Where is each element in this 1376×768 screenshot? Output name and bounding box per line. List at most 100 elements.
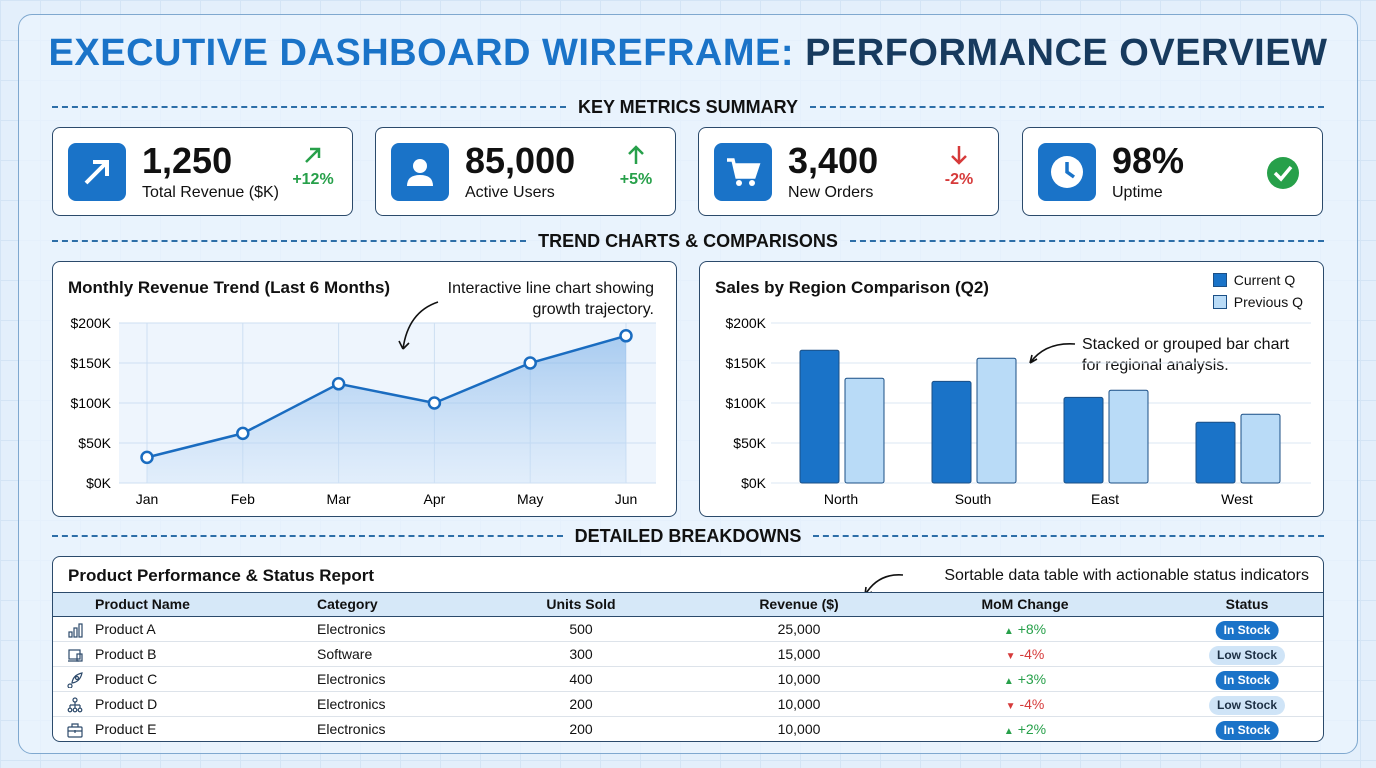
status-badge[interactable]: Low Stock bbox=[1208, 696, 1286, 715]
triangle-down-icon: ▼ bbox=[1005, 651, 1016, 662]
chart-title: Sales by Region Comparison (Q2) bbox=[715, 278, 989, 297]
units-sold: 500 bbox=[569, 621, 593, 637]
triangle-up-icon: ▲ bbox=[1003, 726, 1014, 737]
kpi-value: 85,000 bbox=[465, 140, 576, 181]
kpi-card: 1,250 Total Revenue ($K) +12% bbox=[52, 127, 353, 216]
product-name: Product C bbox=[95, 671, 158, 687]
category: Electronics bbox=[317, 671, 386, 687]
data-point bbox=[523, 356, 537, 370]
y-tick-label: $0K bbox=[86, 475, 112, 491]
kpi-label: New Orders bbox=[788, 184, 874, 201]
column-header[interactable]: Category bbox=[317, 596, 378, 612]
check-circle-icon bbox=[1258, 156, 1308, 195]
y-tick-label: $200K bbox=[71, 315, 112, 331]
data-point bbox=[140, 450, 154, 465]
units-sold: 200 bbox=[569, 721, 593, 737]
change-indicator: +5% bbox=[611, 144, 661, 189]
annotation-arrow-icon bbox=[1029, 343, 1076, 364]
bar-previous bbox=[844, 377, 885, 484]
table-row[interactable]: Product C Electronics 400 10,000 ▲ +3% I… bbox=[53, 667, 1323, 692]
mom-change: ▼ -4% bbox=[1005, 646, 1045, 662]
revenue: 10,000 bbox=[777, 671, 821, 687]
x-tick-label: Feb bbox=[231, 491, 255, 507]
clock-icon bbox=[1038, 143, 1096, 201]
kpi-value: 98% bbox=[1112, 140, 1185, 181]
bar-chart: $0K $50K $100K $150K $200K North South East West bbox=[726, 315, 1311, 507]
y-tick-label: $100K bbox=[71, 395, 112, 411]
bar-previous bbox=[976, 357, 1017, 484]
x-tick-label: Jun bbox=[615, 491, 638, 507]
mom-change: ▼ -4% bbox=[1005, 696, 1045, 712]
rocket-icon bbox=[67, 672, 83, 688]
kpi-value: 1,250 bbox=[142, 140, 233, 181]
cart-icon bbox=[714, 143, 772, 201]
bar-previous bbox=[1108, 389, 1149, 484]
product-name: Product B bbox=[95, 646, 157, 662]
series-line bbox=[146, 334, 627, 459]
kpi-card: 98% Uptime bbox=[1022, 127, 1323, 216]
status-cell: In Stock bbox=[1215, 667, 1279, 692]
status-cell: Low Stock bbox=[1208, 642, 1286, 667]
x-tick-label: West bbox=[1221, 491, 1253, 507]
revenue: 15,000 bbox=[777, 646, 821, 662]
column-header[interactable]: MoM Change bbox=[981, 596, 1069, 612]
bar-current bbox=[1195, 421, 1236, 484]
x-tick-label: May bbox=[517, 491, 543, 507]
section-header-kpi: KEY METRICS SUMMARY bbox=[52, 97, 1324, 117]
section-header-trends: TREND CHARTS & COMPARISONS bbox=[52, 231, 1325, 251]
y-tick-label: $150K bbox=[71, 355, 112, 371]
data-point bbox=[427, 396, 442, 410]
arrow-up-icon bbox=[628, 145, 644, 164]
kpi-label: Active Users bbox=[465, 184, 555, 201]
status-badge[interactable]: Low Stock bbox=[1208, 646, 1286, 665]
x-tick-label: South bbox=[955, 491, 992, 507]
table-row[interactable]: Product E Electronics 200 10,000 ▲ +2% I… bbox=[53, 717, 1323, 741]
status-badge[interactable]: In Stock bbox=[1215, 671, 1279, 690]
kpi-card: 85,000 Active Users +5% bbox=[375, 127, 676, 216]
category: Software bbox=[317, 646, 373, 662]
x-tick-label: North bbox=[824, 491, 858, 507]
product-name: Product E bbox=[95, 721, 157, 737]
column-header[interactable]: Revenue ($) bbox=[759, 596, 839, 612]
table-row[interactable]: Product B Software 300 15,000 ▼ -4% Low … bbox=[53, 642, 1323, 667]
x-tick-label: Mar bbox=[327, 491, 351, 507]
column-header[interactable]: Status bbox=[1225, 596, 1269, 612]
annotation-arrow-icon bbox=[398, 301, 439, 350]
legend-item: Current Q bbox=[1212, 272, 1303, 288]
user-icon bbox=[391, 143, 449, 201]
chart-legend: Current Q Previous Q bbox=[1212, 272, 1303, 316]
units-sold: 300 bbox=[569, 646, 593, 662]
bar-current bbox=[931, 380, 972, 484]
status-cell: In Stock bbox=[1215, 617, 1279, 642]
arrow-up-right-icon bbox=[305, 147, 321, 163]
status-badge[interactable]: In Stock bbox=[1215, 621, 1279, 640]
kpi-label: Uptime bbox=[1112, 184, 1163, 201]
column-header[interactable]: Units Sold bbox=[546, 596, 616, 612]
mom-change: ▲ +2% bbox=[1003, 721, 1047, 737]
mom-change: ▲ +3% bbox=[1003, 671, 1047, 687]
x-tick-label: Jan bbox=[136, 491, 159, 507]
change-indicator: +12% bbox=[288, 144, 338, 189]
column-header[interactable]: Product Name bbox=[95, 596, 190, 612]
area-fill bbox=[147, 335, 626, 483]
arrow-down-icon bbox=[951, 146, 967, 165]
trend-arrow-icon bbox=[68, 143, 126, 201]
data-point bbox=[236, 426, 250, 441]
triangle-up-icon: ▲ bbox=[1003, 676, 1014, 687]
category: Electronics bbox=[317, 696, 386, 712]
kpi-label: Total Revenue ($K) bbox=[142, 184, 279, 201]
revenue-trend-panel: Monthly Revenue Trend (Last 6 Months) In… bbox=[52, 261, 677, 517]
data-point bbox=[619, 329, 633, 343]
product-name: Product A bbox=[95, 621, 156, 637]
table-row[interactable]: Product A Electronics 500 25,000 ▲ +8% I… bbox=[53, 617, 1323, 642]
bar-previous bbox=[1240, 413, 1281, 484]
table-row[interactable]: Product D Electronics 200 10,000 ▼ -4% L… bbox=[53, 692, 1323, 717]
status-badge[interactable]: In Stock bbox=[1215, 721, 1279, 740]
mom-change: ▲ +8% bbox=[1003, 621, 1047, 637]
table-annotation: Sortable data table with actionable stat… bbox=[944, 567, 1309, 584]
status-cell: In Stock bbox=[1215, 717, 1279, 741]
chart-annotation: Stacked or grouped bar chart for regiona… bbox=[1082, 336, 1290, 374]
line-chart: $0K $50K $100K $150K $200K Jan Feb Mar Apr May Jun bbox=[71, 301, 656, 507]
y-tick-label: $50K bbox=[733, 435, 766, 451]
x-tick-label: Apr bbox=[424, 491, 446, 507]
